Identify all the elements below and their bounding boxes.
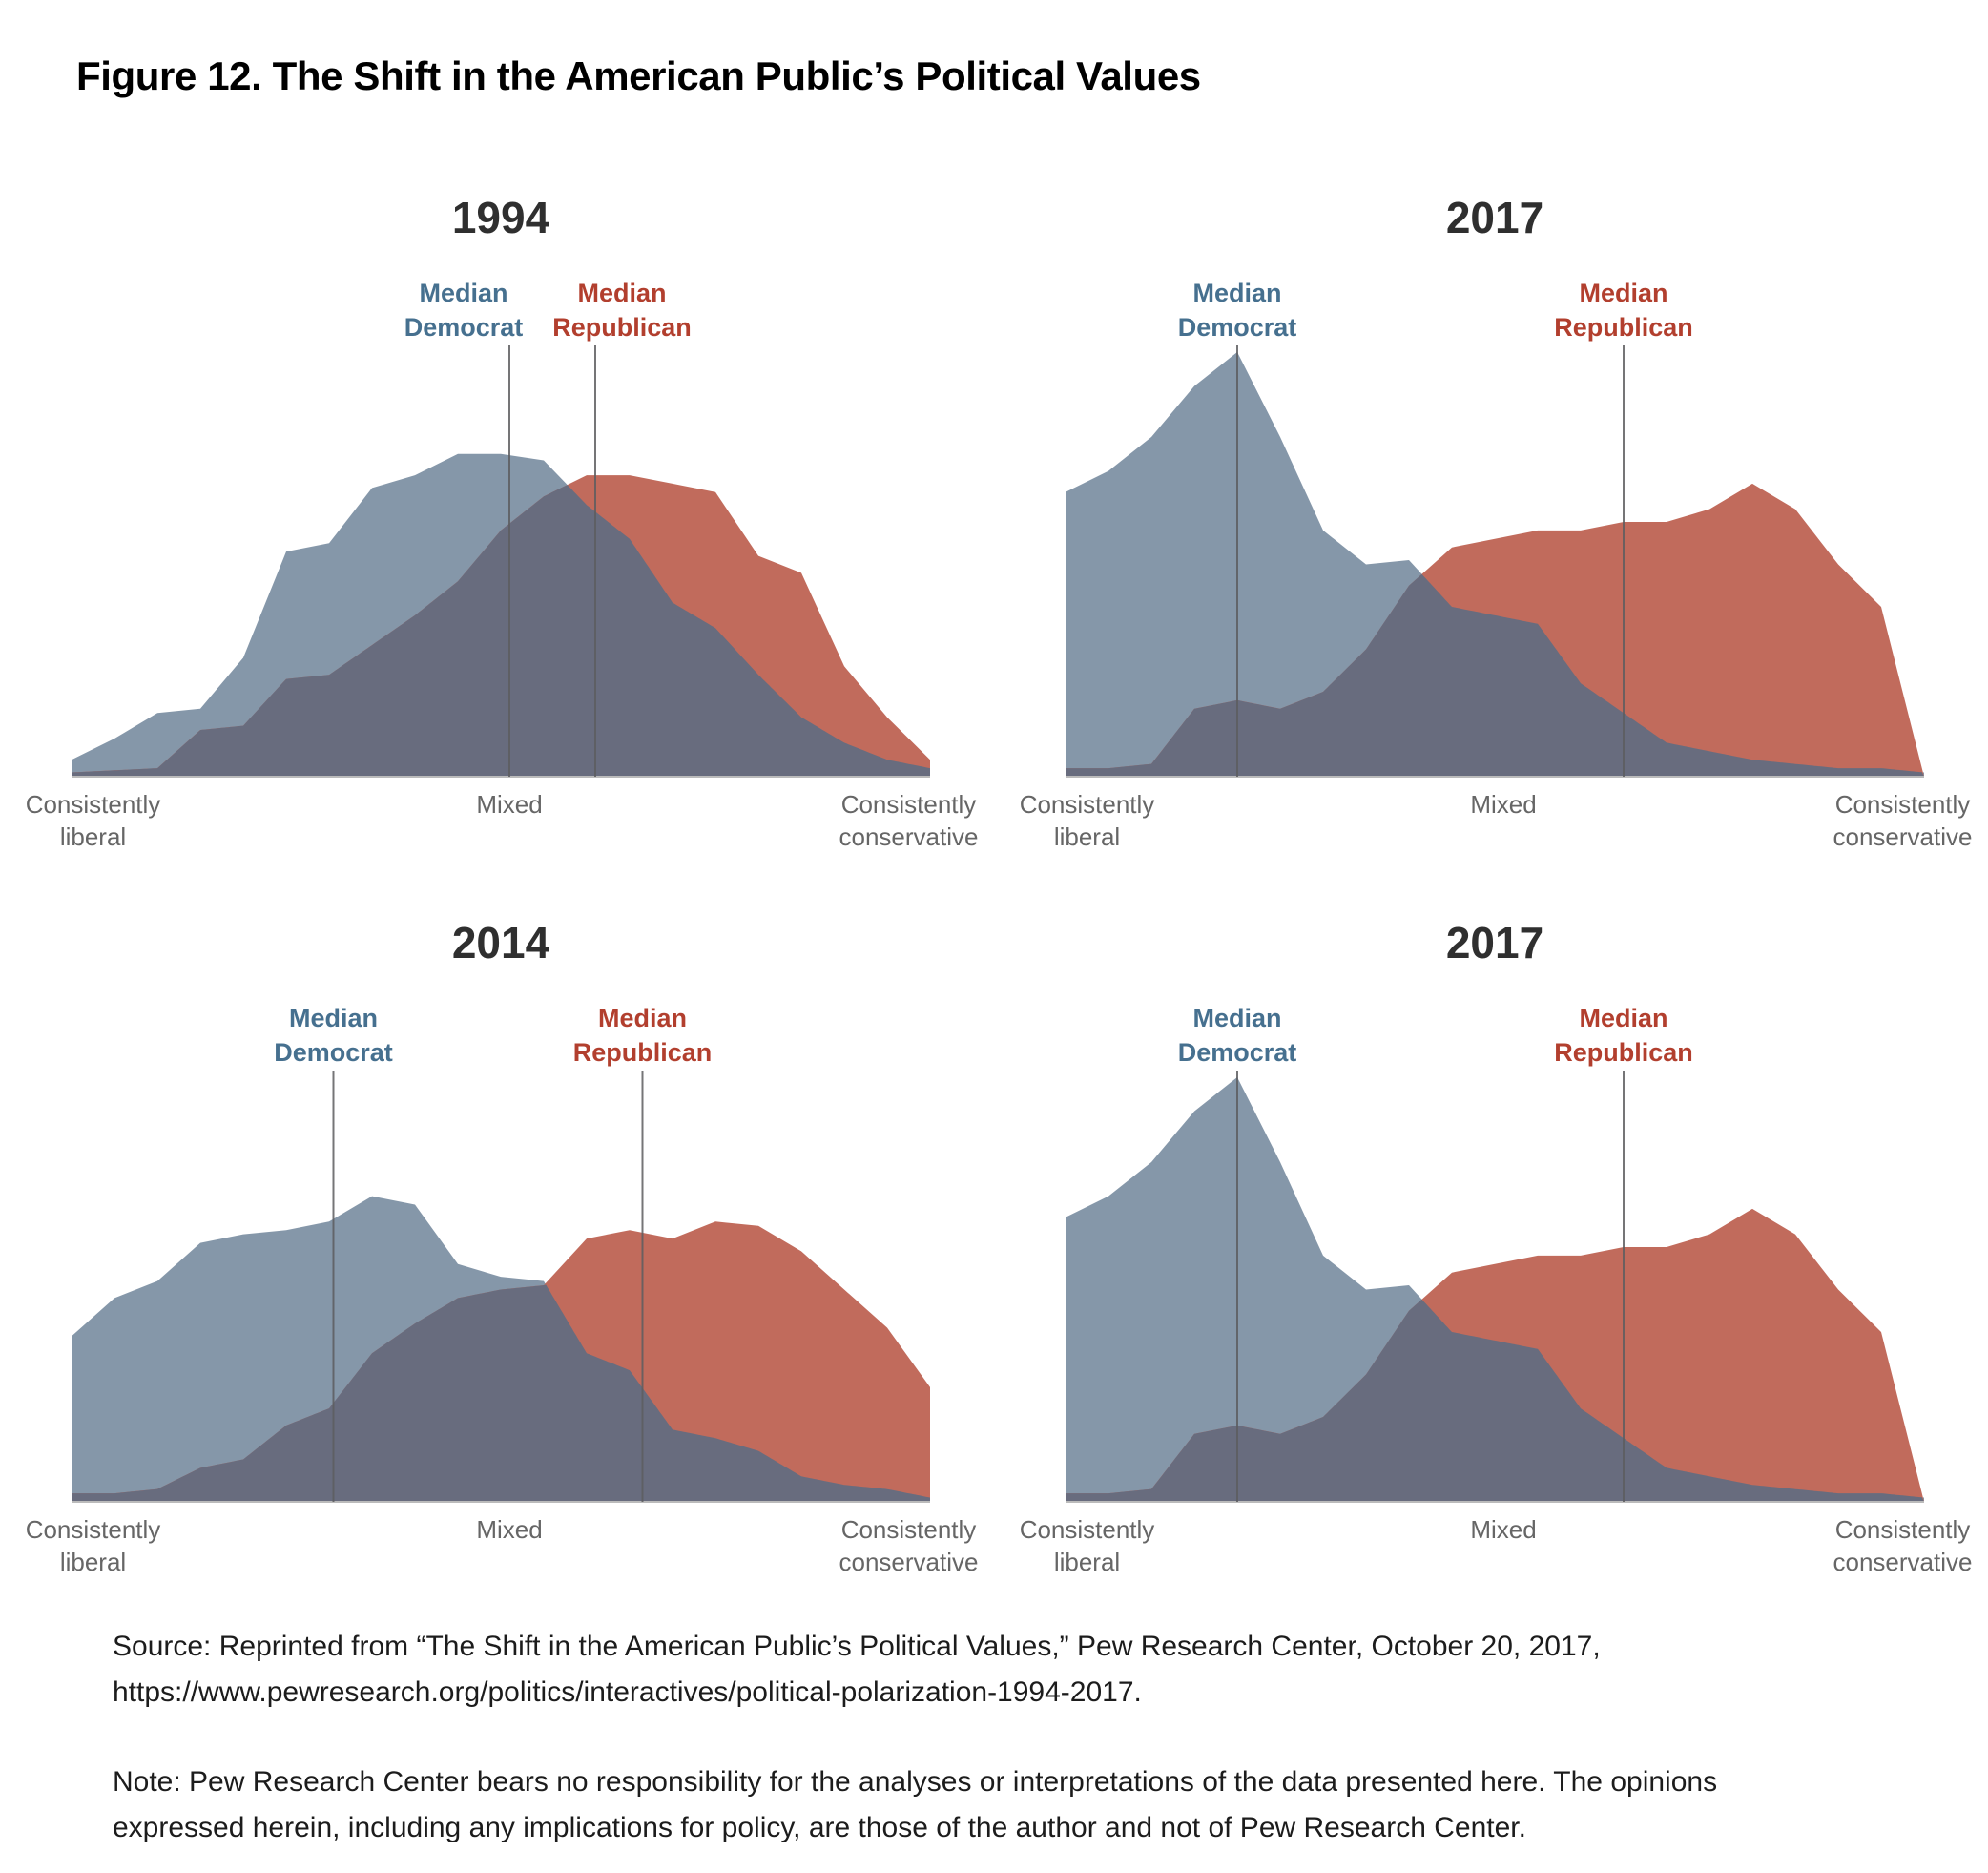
median-republican-label: Median Republican [1554, 279, 1693, 342]
tick-label-2-line: Consistently [1835, 790, 1971, 819]
tick-label-0-line: Consistently [26, 1515, 161, 1544]
tick-label-0-line: Consistently [1020, 1515, 1155, 1544]
tick-label-1: Mixed [476, 790, 542, 819]
tick-label-0: Consistently liberal [26, 1515, 161, 1576]
tick-label-1: Mixed [1470, 790, 1536, 819]
tick-label-2: Consistently conservative [1833, 1515, 1973, 1576]
median-democrat-label-line: Median [1192, 279, 1281, 307]
median-republican-label-line: Median [577, 279, 666, 307]
tick-label-2-line: conservative [1833, 1548, 1973, 1576]
source-text: Source: Reprinted from “The Shift in the… [113, 1631, 1601, 1708]
tick-label-2-line: conservative [839, 822, 979, 851]
tick-label-0-line: liberal [1054, 1548, 1120, 1576]
figure-title: Figure 12. The Shift in the American Pub… [76, 53, 1201, 98]
median-republican-label-line: Median [1579, 1004, 1667, 1032]
democrat-area [1066, 352, 1924, 777]
median-republican-label-line: Republican [1554, 1038, 1693, 1067]
tick-label-2: Consistently conservative [839, 790, 979, 851]
democrat-area [1066, 1077, 1924, 1502]
note-text: Note: Pew Research Center bears no respo… [113, 1766, 1718, 1843]
tick-label-1-line: Mixed [476, 1515, 542, 1544]
chart-panel-2017-bottom: 2017 Median Democrat Median Republican Consis… [994, 863, 1988, 1588]
tick-label-2: Consistently conservative [839, 1515, 979, 1576]
overlap-area [72, 1284, 930, 1502]
median-democrat-label: Median Democrat [1178, 1004, 1297, 1067]
area-chart-2017-1: 2017 Median Democrat Median Republican Consis… [1020, 193, 1973, 851]
year-title: 1994 [452, 193, 550, 242]
year-title: 2017 [1446, 193, 1543, 242]
median-democrat-label: Median Democrat [274, 1004, 393, 1067]
median-democrat-label-line: Median [419, 279, 507, 307]
median-republican-label-line: Median [1579, 279, 1667, 307]
tick-label-2: Consistently conservative [1833, 790, 1973, 851]
median-republican-label-line: Republican [573, 1038, 713, 1067]
tick-label-1: Mixed [1470, 1515, 1536, 1544]
tick-label-1-line: Mixed [476, 790, 542, 819]
median-democrat-label: Median Democrat [1178, 279, 1297, 342]
charts-grid: 1994 Median Democrat Median Republican Consis… [0, 137, 1988, 1588]
median-republican-label-line: Median [598, 1004, 687, 1032]
tick-label-1: Mixed [476, 1515, 542, 1544]
tick-label-0-line: liberal [60, 1548, 126, 1576]
tick-label-0: Consistently liberal [1020, 790, 1155, 851]
tick-label-1-line: Mixed [1470, 1515, 1536, 1544]
year-title: 2017 [1446, 918, 1543, 968]
median-republican-label: Median Republican [573, 1004, 713, 1067]
median-democrat-label-line: Median [1192, 1004, 1281, 1032]
tick-label-0: Consistently liberal [1020, 1515, 1155, 1576]
tick-label-2-line: conservative [1833, 822, 1973, 851]
year-title: 2014 [452, 918, 550, 968]
tick-label-2-line: Consistently [1835, 1515, 1971, 1544]
chart-panel-2017-top: 2017 Median Democrat Median Republican Consis… [994, 137, 1988, 863]
overlap-area [1066, 1299, 1924, 1502]
median-democrat-label: Median Democrat [404, 279, 524, 342]
overlap-area [1066, 573, 1924, 777]
median-republican-label-line: Republican [552, 313, 692, 342]
median-democrat-label-line: Democrat [404, 313, 524, 342]
tick-label-1-line: Mixed [1470, 790, 1536, 819]
area-chart-1994-0: 1994 Median Democrat Median Republican Consis… [26, 193, 979, 851]
tick-label-2-line: conservative [839, 1548, 979, 1576]
median-democrat-label-line: Democrat [1178, 1038, 1297, 1067]
overlap-area [72, 485, 930, 777]
median-democrat-label-line: Democrat [274, 1038, 393, 1067]
tick-label-0-line: liberal [1054, 822, 1120, 851]
median-republican-label-line: Republican [1554, 313, 1693, 342]
tick-label-0-line: Consistently [26, 790, 161, 819]
chart-panel-2014: 2014 Median Democrat Median Republican Consis… [0, 863, 994, 1588]
median-republican-label: Median Republican [1554, 1004, 1693, 1067]
tick-label-0-line: liberal [60, 822, 126, 851]
median-democrat-label-line: Median [289, 1004, 378, 1032]
tick-label-0-line: Consistently [1020, 790, 1155, 819]
median-republican-label: Median Republican [552, 279, 692, 342]
tick-label-2-line: Consistently [841, 790, 977, 819]
chart-panel-1994: 1994 Median Democrat Median Republican Consis… [0, 137, 994, 863]
area-chart-2017-3: 2017 Median Democrat Median Republican Consis… [1020, 918, 1973, 1576]
median-democrat-label-line: Democrat [1178, 313, 1297, 342]
tick-label-2-line: Consistently [841, 1515, 977, 1544]
tick-label-0: Consistently liberal [26, 790, 161, 851]
area-chart-2014-2: 2014 Median Democrat Median Republican Consis… [26, 918, 979, 1576]
